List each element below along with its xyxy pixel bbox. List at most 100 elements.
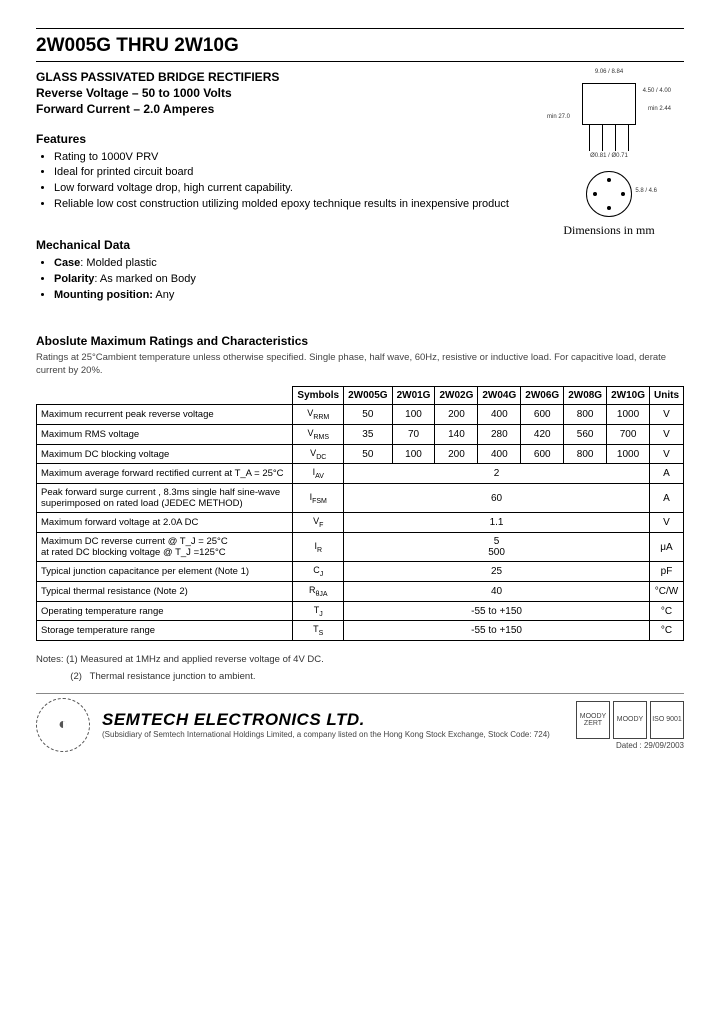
table-row: Maximum DC reverse current @ T_J = 25°C … — [37, 533, 684, 562]
unit-cell: V — [650, 444, 684, 464]
features-list: Rating to 1000V PRVIdeal for printed cir… — [54, 150, 524, 212]
value-cell: 100 — [392, 444, 435, 464]
footer: ◐ SEMTECH ELECTRONICS LTD. (Subsidiary o… — [36, 693, 684, 752]
unit-cell: °C — [650, 601, 684, 621]
value-cell: 200 — [435, 405, 478, 425]
value-cell: 35 — [344, 424, 392, 444]
table-row: Operating temperature rangeTJ-55 to +150… — [37, 601, 684, 621]
param-cell: Storage temperature range — [37, 621, 293, 641]
table-row: Maximum forward voltage at 2.0A DCVF1.1V — [37, 513, 684, 533]
value-cell: 1000 — [607, 444, 650, 464]
ratings-table: Symbols2W005G2W01G2W02G2W04G2W06G2W08G2W… — [36, 386, 684, 641]
value-cell: 400 — [478, 444, 521, 464]
company-logo-icon: ◐ — [36, 698, 90, 752]
table-row: Typical thermal resistance (Note 2)RθJA4… — [37, 581, 684, 601]
note-1: Notes: (1) Measured at 1MHz and applied … — [36, 651, 684, 668]
value-cell: 600 — [521, 405, 564, 425]
mech-head: Mechanical Data — [36, 238, 524, 252]
notes-block: Notes: (1) Measured at 1MHz and applied … — [36, 651, 684, 685]
param-cell: Maximum RMS voltage — [37, 424, 293, 444]
value-cell: 140 — [435, 424, 478, 444]
features-head: Features — [36, 132, 524, 146]
col-header: 2W02G — [435, 387, 478, 405]
ratings-intro: Ratings at 25°Cambient temperature unles… — [36, 352, 684, 378]
dim-lead: Ø0.81 / Ø0.71 — [534, 153, 684, 159]
subtitle-l2: Reverse Voltage – 50 to 1000 Volts — [36, 85, 524, 101]
param-cell: Maximum recurrent peak reverse voltage — [37, 405, 293, 425]
cert-badge-icon: ISO 9001 — [650, 701, 684, 739]
value-cell: 100 — [392, 405, 435, 425]
cert-badge-icon: MOODY — [613, 701, 647, 739]
param-cell: Operating temperature range — [37, 601, 293, 621]
value-cell: 700 — [607, 424, 650, 444]
value-cell-span: 25 — [344, 562, 650, 582]
value-cell: 70 — [392, 424, 435, 444]
company-sub: (Subsidiary of Semtech International Hol… — [102, 730, 564, 740]
table-row: Maximum recurrent peak reverse voltageVR… — [37, 405, 684, 425]
symbol-cell: TJ — [293, 601, 344, 621]
symbol-cell: VDC — [293, 444, 344, 464]
value-cell-span: 60 — [344, 484, 650, 513]
dim-side: min 27.0 — [547, 114, 570, 120]
table-row: Storage temperature rangeTS-55 to +150°C — [37, 621, 684, 641]
symbol-cell: TS — [293, 621, 344, 641]
diagram-bottom-view: 5.8 / 4.6 — [586, 171, 632, 217]
feature-item: Reliable low cost construction utilizing… — [54, 197, 524, 212]
param-cell: Maximum DC reverse current @ T_J = 25°C … — [37, 533, 293, 562]
col-header: Units — [650, 387, 684, 405]
feature-item: Ideal for printed circuit board — [54, 165, 524, 180]
col-header: 2W06G — [521, 387, 564, 405]
diagram-body: 4.50 / 4.00 min 2.44 min 27.0 — [582, 83, 636, 125]
param-cell: Typical thermal resistance (Note 2) — [37, 581, 293, 601]
subtitle-l3: Forward Current – 2.0 Amperes — [36, 101, 524, 117]
company-name: SEMTECH ELECTRONICS LTD. — [102, 710, 564, 730]
symbol-cell: IR — [293, 533, 344, 562]
symbol-cell: VF — [293, 513, 344, 533]
symbol-cell: RθJA — [293, 581, 344, 601]
unit-cell: °C/W — [650, 581, 684, 601]
diagram-pins — [583, 125, 635, 151]
unit-cell: A — [650, 464, 684, 484]
value-cell: 800 — [564, 405, 607, 425]
unit-cell: V — [650, 424, 684, 444]
symbol-cell: VRRM — [293, 405, 344, 425]
symbol-cell: VRMS — [293, 424, 344, 444]
note-2: (2) Thermal resistance junction to ambie… — [36, 668, 684, 685]
value-cell: 280 — [478, 424, 521, 444]
symbol-cell: CJ — [293, 562, 344, 582]
param-cell: Maximum DC blocking voltage — [37, 444, 293, 464]
dated: Dated : 29/09/2003 — [576, 741, 684, 750]
table-row: Peak forward surge current , 8.3ms singl… — [37, 484, 684, 513]
value-cell: 50 — [344, 405, 392, 425]
page-title: 2W005G THRU 2W10G — [36, 35, 684, 57]
table-row: Maximum average forward rectified curren… — [37, 464, 684, 484]
feature-item: Rating to 1000V PRV — [54, 150, 524, 165]
col-header: Symbols — [293, 387, 344, 405]
unit-cell: V — [650, 405, 684, 425]
subtitle-l1: GLASS PASSIVATED BRIDGE RECTIFIERS — [36, 69, 524, 85]
value-cell-span: -55 to +150 — [344, 621, 650, 641]
mech-item: Mounting position: Any — [54, 288, 524, 303]
value-cell: 600 — [521, 444, 564, 464]
col-header: 2W08G — [564, 387, 607, 405]
value-cell: 800 — [564, 444, 607, 464]
dim-right-s: min 2.44 — [648, 106, 671, 112]
param-cell: Maximum average forward rectified curren… — [37, 464, 293, 484]
mech-list: Case: Molded plasticPolarity: As marked … — [54, 256, 524, 303]
value-cell: 560 — [564, 424, 607, 444]
symbol-cell: IFSM — [293, 484, 344, 513]
mech-item: Polarity: As marked on Body — [54, 272, 524, 287]
col-header: 2W005G — [344, 387, 392, 405]
param-cell: Typical junction capacitance per element… — [37, 562, 293, 582]
mech-item: Case: Molded plastic — [54, 256, 524, 271]
value-cell-span: 5 500 — [344, 533, 650, 562]
value-cell: 50 — [344, 444, 392, 464]
param-cell: Maximum forward voltage at 2.0A DC — [37, 513, 293, 533]
col-header: 2W01G — [392, 387, 435, 405]
unit-cell: V — [650, 513, 684, 533]
cert-badges: MOODY ZERTMOODYISO 9001 — [576, 701, 684, 739]
package-diagram: 9.06 / 8.84 4.50 / 4.00 min 2.44 min 27.… — [534, 69, 684, 306]
intro-columns: GLASS PASSIVATED BRIDGE RECTIFIERS Rever… — [36, 69, 684, 306]
value-cell: 420 — [521, 424, 564, 444]
ratings-head: Aboslute Maximum Ratings and Characteris… — [36, 334, 684, 348]
